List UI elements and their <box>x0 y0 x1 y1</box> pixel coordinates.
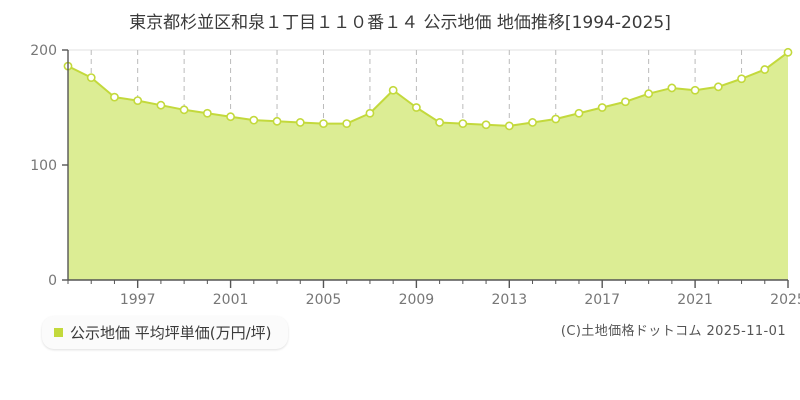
footer-credit: (C)土地価格ドットコム 2025-11-01 <box>560 324 786 339</box>
svg-text:2025: 2025 <box>770 292 800 305</box>
area-fill <box>68 52 788 280</box>
page-title: 東京都杉並区和泉１丁目１１０番１４ 公示地価 地価推移[1994-2025] <box>129 13 671 33</box>
y-axis-ticks: 0 100 200 <box>30 43 68 289</box>
chart-legend[interactable]: 公示地価 平均坪単価(万円/坪) <box>42 316 288 349</box>
land-price-area-chart: 0 100 200 1997 2001 2005 2009 2013 2017 2021 2025 <box>30 43 800 305</box>
svg-text:2005: 2005 <box>306 292 342 305</box>
data-point-markers <box>63 47 793 131</box>
chart-plot-area: 0 100 200 1997 2001 2005 2009 2013 2017 2021 2025 <box>30 43 800 305</box>
svg-text:100: 100 <box>30 158 57 174</box>
legend-swatch-icon <box>54 328 63 337</box>
svg-text:1997: 1997 <box>120 292 156 305</box>
svg-text:2017: 2017 <box>584 292 620 305</box>
svg-text:2009: 2009 <box>399 292 435 305</box>
svg-text:2013: 2013 <box>491 292 527 305</box>
legend-item-label: 公示地価 平均坪単価(万円/坪) <box>70 324 272 342</box>
svg-text:2021: 2021 <box>677 292 713 305</box>
svg-text:2001: 2001 <box>213 292 249 305</box>
svg-text:200: 200 <box>30 43 57 59</box>
x-axis-ticks: 1997 2001 2005 2009 2013 2017 2021 2025 <box>67 280 800 305</box>
svg-text:0: 0 <box>48 273 57 289</box>
